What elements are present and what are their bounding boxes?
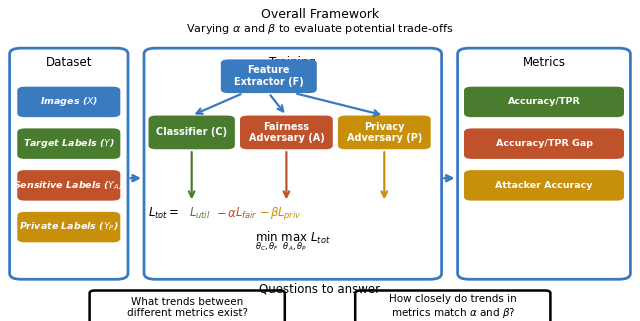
FancyBboxPatch shape [17, 87, 120, 117]
Text: Sensitive Labels ($Y_A$): Sensitive Labels ($Y_A$) [13, 179, 124, 192]
FancyBboxPatch shape [148, 116, 235, 149]
FancyBboxPatch shape [17, 212, 120, 242]
Text: Accuracy/TPR: Accuracy/TPR [508, 97, 580, 107]
Text: Private Labels ($Y_P$): Private Labels ($Y_P$) [19, 221, 118, 233]
Text: Fairness
Adversary (A): Fairness Adversary (A) [248, 122, 324, 143]
Text: $ -\, \beta$: $ -\, \beta$ [259, 205, 280, 221]
Text: $L_{priv}$: $L_{priv}$ [277, 205, 301, 222]
Text: Questions to answer: Questions to answer [259, 282, 381, 295]
Text: Target Labels ($Y$): Target Labels ($Y$) [22, 137, 115, 150]
FancyBboxPatch shape [338, 116, 431, 149]
Text: Metrics: Metrics [522, 56, 566, 69]
Text: Accuracy/TPR Gap: Accuracy/TPR Gap [495, 139, 593, 148]
Text: $L_{tot} = $: $L_{tot} = $ [148, 206, 180, 221]
FancyBboxPatch shape [240, 116, 333, 149]
Text: Training: Training [269, 56, 316, 69]
Text: Feature
Extractor (F): Feature Extractor (F) [234, 65, 303, 87]
Text: Attacker Accuracy: Attacker Accuracy [495, 181, 593, 190]
Text: Varying $\alpha$ and $\beta$ to evaluate potential trade-offs: Varying $\alpha$ and $\beta$ to evaluate… [186, 22, 454, 36]
Text: Overall Framework: Overall Framework [261, 8, 379, 21]
FancyBboxPatch shape [458, 48, 630, 279]
Text: Dataset: Dataset [45, 56, 92, 69]
FancyBboxPatch shape [464, 128, 624, 159]
Text: Classifier (C): Classifier (C) [156, 127, 227, 137]
FancyBboxPatch shape [17, 170, 120, 201]
Text: $L_{util}$: $L_{util}$ [189, 206, 211, 221]
Text: Privacy
Adversary (P): Privacy Adversary (P) [347, 122, 422, 143]
Text: What trends between
different metrics exist?: What trends between different metrics ex… [127, 297, 248, 318]
FancyBboxPatch shape [144, 48, 442, 279]
FancyBboxPatch shape [10, 48, 128, 279]
FancyBboxPatch shape [464, 170, 624, 201]
FancyBboxPatch shape [464, 87, 624, 117]
FancyBboxPatch shape [17, 128, 120, 159]
Text: How closely do trends in
metrics match $\alpha$ and $\beta$?: How closely do trends in metrics match $… [389, 294, 516, 320]
FancyBboxPatch shape [90, 291, 285, 321]
Text: $ -\, \alpha$: $ -\, \alpha$ [216, 207, 237, 220]
FancyBboxPatch shape [221, 59, 317, 93]
Text: $\underset{\theta_C,\theta_F}{\min}\ \underset{\theta_A,\theta_P}{\max}\ L_{tot}: $\underset{\theta_C,\theta_F}{\min}\ \un… [255, 229, 331, 253]
FancyBboxPatch shape [355, 291, 550, 321]
Text: Images ($X$): Images ($X$) [40, 95, 98, 108]
Text: $L_{fair}$: $L_{fair}$ [235, 206, 257, 221]
